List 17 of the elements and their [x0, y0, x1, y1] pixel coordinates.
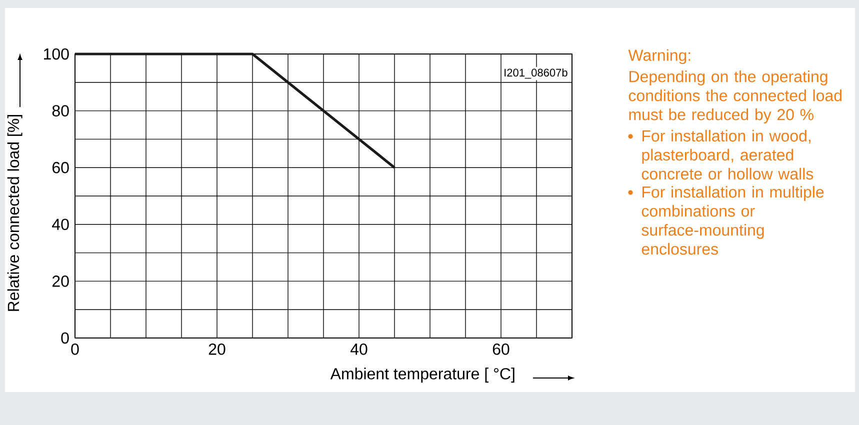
y-tick-label: 60: [52, 162, 69, 174]
x-tick-label: 60: [492, 344, 510, 355]
x-tick-label: 40: [350, 344, 368, 355]
x-tick-label: 0: [71, 344, 79, 355]
y-tick-label: 100: [44, 48, 69, 60]
text: For installation in multiple combinations or surface-mounting enclosures: [642, 186, 824, 255]
x-axis-title: Ambient temperature [ °C]: [330, 368, 514, 383]
y-tick-label: 0: [61, 332, 69, 344]
y-tick-label: 20: [52, 276, 69, 287]
annotation: I201_08607b: [504, 68, 568, 79]
y-axis-title: Relative connected load [%]: [7, 115, 22, 311]
text: Depending on the operating conditions the connected load must be reduced by 20 %: [628, 70, 842, 124]
y-tick-label: 80: [52, 105, 69, 116]
text: For installation in wood, plasterboard, aerated concrete or hollow walls: [642, 130, 814, 180]
x-tick-label: 20: [208, 344, 226, 355]
text: Warning:: [628, 49, 690, 64]
y-tick-label: 40: [52, 218, 69, 230]
